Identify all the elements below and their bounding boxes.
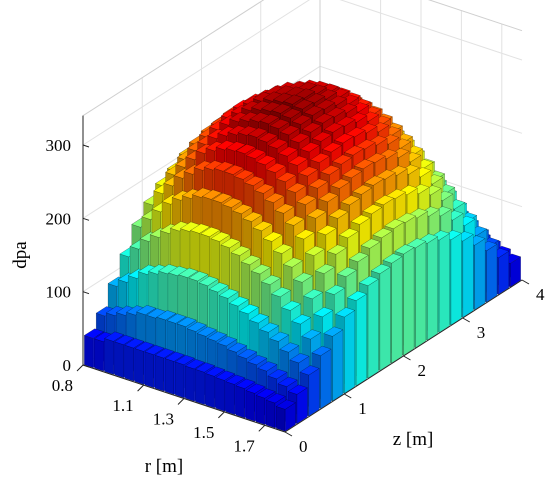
value-tick bbox=[82, 144, 90, 148]
value-tick-label: 0 bbox=[63, 356, 72, 375]
r-tick-label: 1.5 bbox=[193, 423, 214, 442]
z-tick-label: 0 bbox=[299, 437, 308, 456]
r-tick bbox=[218, 411, 225, 419]
r-axis-label: r [m] bbox=[145, 456, 184, 477]
z-tick bbox=[284, 431, 293, 437]
value-tick-label: 100 bbox=[46, 283, 72, 302]
z-tick bbox=[344, 393, 352, 399]
grid-line-value bbox=[82, 0, 523, 146]
z-tick-label: 3 bbox=[477, 323, 486, 342]
z-tick bbox=[462, 317, 470, 323]
value-tick bbox=[82, 217, 90, 221]
z-tick-label: 4 bbox=[536, 285, 545, 304]
r-tick bbox=[76, 364, 84, 372]
z-tick-label: 2 bbox=[418, 361, 427, 380]
bar bbox=[275, 399, 297, 432]
bars bbox=[83, 79, 522, 432]
box-top-edge bbox=[82, 0, 523, 117]
r-tick-label: 0.8 bbox=[52, 376, 73, 395]
value-tick bbox=[82, 364, 90, 368]
value-tick-label: 300 bbox=[46, 136, 72, 155]
r-tick-label: 1.1 bbox=[112, 396, 133, 415]
z-tick bbox=[403, 355, 411, 361]
value-axis-label: dpa bbox=[10, 241, 31, 269]
z-tick-label: 1 bbox=[358, 399, 367, 418]
r-tick bbox=[258, 424, 266, 432]
ticks: 0 100 200 300 0.8 1.1 1.3 1.5 1.7 0 1 2 3 4 bbox=[46, 136, 546, 456]
value-tick-label: 200 bbox=[46, 209, 72, 228]
z-tick bbox=[521, 279, 530, 285]
r-tick-label: 1.3 bbox=[153, 410, 174, 429]
value-tick bbox=[82, 291, 90, 295]
r-tick bbox=[177, 398, 185, 405]
r-tick-label: 1.7 bbox=[234, 436, 256, 455]
r-tick bbox=[137, 384, 144, 392]
z-axis-label: z [m] bbox=[393, 429, 434, 450]
